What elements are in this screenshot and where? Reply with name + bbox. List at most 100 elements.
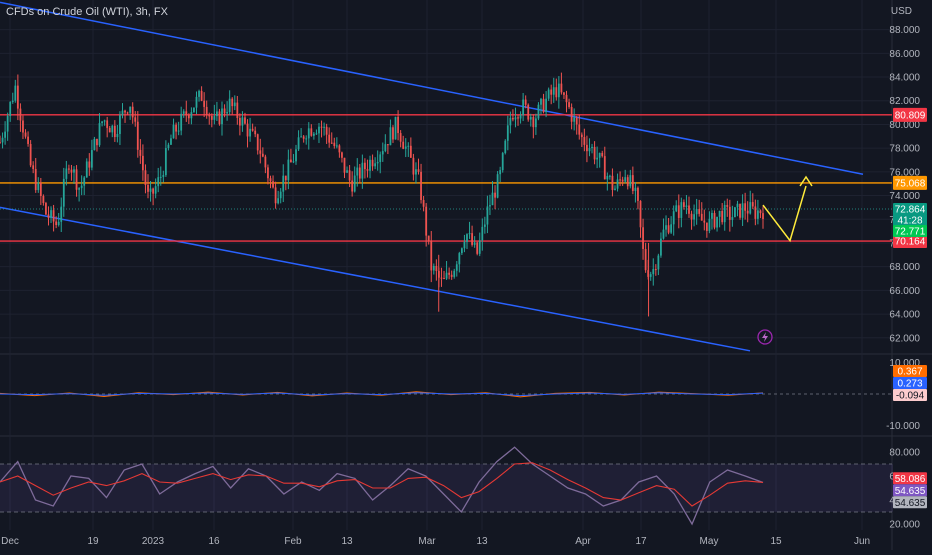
candle-body <box>448 272 451 275</box>
projection-arrowhead <box>799 175 813 187</box>
y-tick-label: 76.000 <box>889 167 920 178</box>
candle-body <box>573 117 576 122</box>
candle-body <box>509 117 512 126</box>
candle-body <box>106 120 109 128</box>
candle-body <box>642 227 644 249</box>
candle-body <box>524 99 527 105</box>
candle-body <box>389 127 392 146</box>
y-tick-label: 64.000 <box>889 310 920 321</box>
candle-body <box>24 132 27 137</box>
candle-body <box>203 100 206 107</box>
candle-body <box>759 210 762 214</box>
candle-body <box>583 137 586 145</box>
candle-body <box>85 161 88 178</box>
candle-body <box>47 214 50 218</box>
candle-body <box>218 111 221 125</box>
candle-body <box>555 87 558 98</box>
candle-body <box>483 224 486 227</box>
candle-body <box>195 96 198 108</box>
candle-body <box>147 184 149 192</box>
candle-body <box>330 142 333 144</box>
candle-body <box>335 145 338 147</box>
candle-body <box>504 140 507 154</box>
rsi-tag <box>893 496 927 509</box>
candle-body <box>305 138 308 140</box>
candle-body <box>121 110 124 116</box>
candle-body <box>466 234 468 242</box>
candle-body <box>486 206 489 225</box>
candle-body <box>754 206 757 219</box>
candle-body <box>540 98 542 105</box>
candle-body <box>244 117 246 124</box>
candle-body <box>315 133 318 135</box>
y-tick-label: 10.000 <box>889 358 920 369</box>
candle-body <box>649 274 652 277</box>
candle-body <box>542 98 545 113</box>
candle-body <box>34 168 37 191</box>
rsi-tag <box>893 484 927 497</box>
rsi-tag <box>893 472 927 485</box>
candle-body <box>175 124 177 132</box>
candle-body <box>346 170 348 173</box>
candle-body <box>297 137 300 150</box>
candle-body <box>233 102 236 107</box>
candle-body <box>575 117 578 125</box>
candle-body <box>606 175 609 180</box>
level-tag <box>893 175 927 190</box>
candle-body <box>534 118 537 128</box>
rsi-panel <box>0 446 893 526</box>
candle-body <box>180 113 183 131</box>
candle-body <box>596 157 599 160</box>
candle-body <box>251 128 254 131</box>
price-candles <box>0 72 764 317</box>
symbol-title[interactable]: CFDs on Crude Oil (WTI), 3h, FX <box>6 6 168 18</box>
candle-body <box>402 141 405 149</box>
candle-body <box>282 175 285 192</box>
candle-body <box>236 102 239 119</box>
x-tick-label: 2023 <box>142 536 165 547</box>
candle-body <box>517 117 519 119</box>
candle-body <box>101 121 103 124</box>
macd-line <box>0 392 764 397</box>
candle-body <box>369 159 371 171</box>
candle-body <box>290 159 292 163</box>
candle-body <box>690 213 693 220</box>
candle-body <box>412 157 415 175</box>
candle-body <box>450 274 453 277</box>
candle-body <box>152 188 155 194</box>
candle-body <box>371 159 374 167</box>
candle-body <box>284 175 287 181</box>
candle-body <box>134 117 137 122</box>
candle-body <box>98 123 101 146</box>
candle-body <box>170 138 172 145</box>
candle-body <box>688 205 690 214</box>
candle-body <box>621 179 624 182</box>
x-tick-label: Mar <box>418 536 436 547</box>
candle-body <box>427 235 430 241</box>
candle-body <box>310 128 313 136</box>
candle-body <box>261 153 264 157</box>
candle-body <box>205 106 208 116</box>
level-tag <box>893 107 927 122</box>
candle-body <box>45 202 47 215</box>
candle-body <box>532 117 535 128</box>
candle-body <box>718 210 721 217</box>
candle-body <box>246 123 249 137</box>
candle-body <box>654 269 657 271</box>
candle-body <box>300 136 303 138</box>
x-tick-label: May <box>700 536 719 547</box>
y-tick-label: 20.000 <box>889 520 920 531</box>
candle-body <box>392 127 394 140</box>
time-axis[interactable]: Dec 19 2023 16 Feb 13 Mar 13 Apr 17 May 15 Jun <box>1 536 870 547</box>
y-tick-label: 84.000 <box>889 73 920 84</box>
price-tag <box>893 203 927 216</box>
candle-body <box>557 83 560 98</box>
candle-body <box>379 154 382 163</box>
alert-icon[interactable] <box>757 329 773 345</box>
candle-body <box>698 208 701 214</box>
candle-body <box>586 144 588 152</box>
candle-body <box>312 133 315 136</box>
